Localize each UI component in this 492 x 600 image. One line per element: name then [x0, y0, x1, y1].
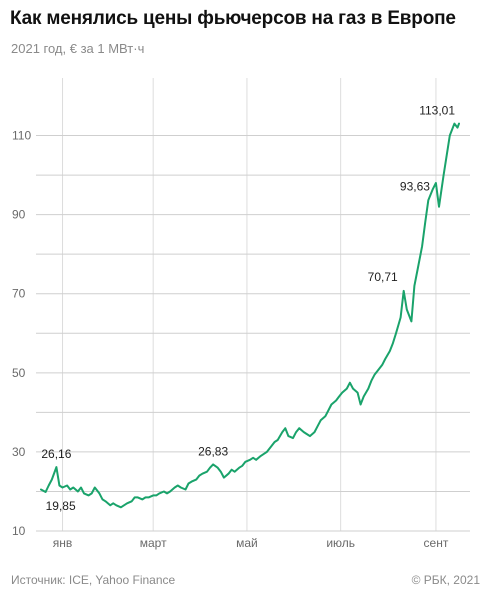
data-label: 113,01	[419, 104, 455, 118]
data-label: 26,83	[198, 444, 228, 458]
data-label: 70,71	[368, 270, 398, 284]
data-label: 93,63	[400, 179, 430, 193]
copyright-note: © РБК, 2021	[411, 573, 480, 587]
x-axis-ticks: янв март май июль сент	[53, 536, 449, 550]
x-tick-label: сент	[424, 536, 449, 550]
y-tick-label: 110	[12, 129, 31, 143]
x-tick-label: июль	[326, 536, 355, 550]
source-note: Источник: ICE, Yahoo Finance	[11, 573, 176, 587]
x-tick-label: янв	[53, 536, 73, 550]
chart-subtitle: 2021 год, € за 1 МВт·ч	[11, 41, 145, 56]
vertical-gridlines	[62, 78, 437, 531]
horizontal-gridlines	[36, 135, 470, 532]
y-tick-label: 50	[12, 366, 26, 380]
y-tick-label: 70	[12, 287, 26, 301]
line-chart: 10 30 50 70 90 110 янв март май июль сент 19,85 26…	[12, 78, 470, 550]
data-label: 19,85	[46, 499, 76, 513]
y-tick-label: 90	[12, 208, 26, 222]
data-label: 26,16	[41, 447, 71, 461]
x-tick-label: март	[140, 536, 167, 550]
x-tick-label: май	[236, 536, 258, 550]
chart-title: Как менялись цены фьючерсов на газ в Евр…	[10, 8, 456, 29]
data-labels: 19,85 26,16 26,83 70,71 93,63 113,01	[41, 104, 455, 513]
price-series-line	[40, 122, 460, 509]
y-axis-ticks: 10 30 50 70 90 110	[12, 129, 31, 538]
y-tick-label: 10	[12, 524, 26, 538]
y-tick-label: 30	[12, 445, 26, 459]
